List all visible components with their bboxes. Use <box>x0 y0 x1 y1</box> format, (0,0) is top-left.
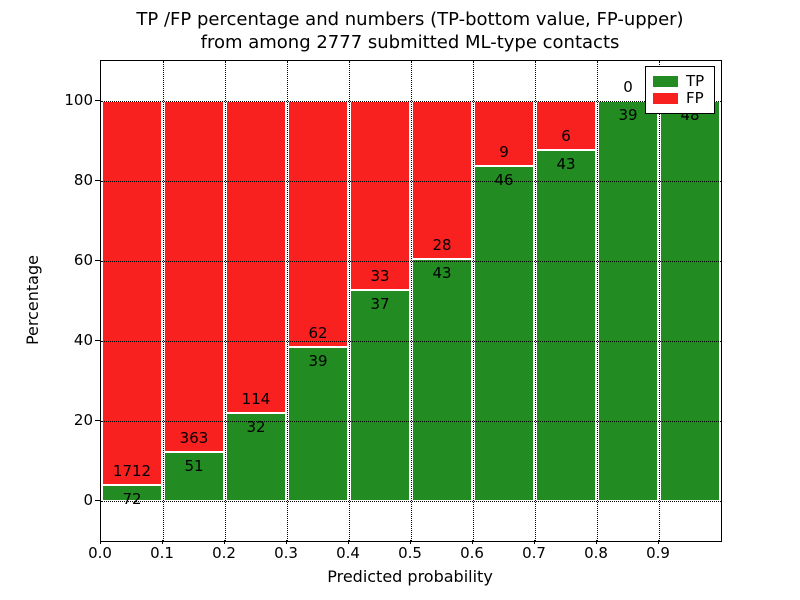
bar-segment-tp <box>598 101 658 501</box>
bar-label-fp: 114 <box>241 390 271 409</box>
bar-label-tp: 37 <box>370 294 390 313</box>
x-tick-mark <box>100 540 101 544</box>
bar-segment-tp <box>226 413 286 501</box>
x-tick-label: 0.4 <box>336 544 360 562</box>
gridline-vertical <box>163 61 164 541</box>
y-axis-label: Percentage <box>23 255 42 346</box>
bar-label-fp: 6 <box>561 126 571 145</box>
x-tick-label: 0.7 <box>522 544 546 562</box>
x-tick-mark <box>286 540 287 544</box>
legend-item: FP <box>653 90 707 107</box>
plot-area: 1712723635111432623933372843946643039048 <box>100 60 722 542</box>
bar-label-fp: 1712 <box>112 461 152 480</box>
chart-title-line1: TP /FP percentage and numbers (TP-bottom… <box>136 9 684 30</box>
y-tick-mark <box>95 420 100 421</box>
bar-segment-fp <box>102 101 162 485</box>
y-tick-label: 40 <box>73 331 93 349</box>
legend: TP FP <box>645 66 715 114</box>
x-tick-label: 0.9 <box>646 544 670 562</box>
y-tick-label: 20 <box>73 411 93 429</box>
x-tick-mark <box>224 540 225 544</box>
bar-segment-tp <box>102 484 162 501</box>
y-tick-mark <box>95 260 100 261</box>
bar-label-tp: 39 <box>618 106 638 124</box>
x-tick-mark <box>410 540 411 544</box>
bar-label-fp: 62 <box>308 323 328 342</box>
x-tick-label: 0.6 <box>460 544 484 562</box>
x-tick-label: 0.2 <box>212 544 236 562</box>
bar-segment-tp <box>660 101 720 501</box>
x-tick-label: 0.0 <box>88 544 112 562</box>
legend-color-swatch-fp <box>653 93 678 104</box>
x-tick-label: 0.1 <box>150 544 174 562</box>
gridline-vertical <box>411 61 412 541</box>
x-tick-mark <box>534 540 535 544</box>
chart-title: TP /FP percentage and numbers (TP-bottom… <box>100 8 720 54</box>
gridline-vertical <box>597 61 598 541</box>
bar-segment-fp <box>412 101 472 259</box>
legend-item: TP <box>653 73 707 90</box>
gridline-vertical <box>473 61 474 541</box>
bar-label-tp: 43 <box>432 263 452 282</box>
x-tick-mark <box>596 540 597 544</box>
y-tick-label: 80 <box>73 171 93 189</box>
bar-label-fp: 28 <box>432 235 452 254</box>
bar-segment-fp <box>536 101 596 150</box>
x-tick-label: 0.5 <box>398 544 422 562</box>
bar-segment-tp <box>288 346 348 501</box>
gridline-vertical <box>287 61 288 541</box>
gridline-vertical <box>535 61 536 541</box>
x-tick-label: 0.8 <box>584 544 608 562</box>
chart-title-line2: from among 2777 submitted ML-type contac… <box>200 32 620 53</box>
bar-segment-tp <box>412 258 472 501</box>
legend-label: FP <box>686 89 704 107</box>
legend-label: TP <box>686 72 705 90</box>
x-tick-mark <box>658 540 659 544</box>
x-tick-label: 0.3 <box>274 544 298 562</box>
bar-label-tp: 39 <box>308 351 328 370</box>
bar-segment-fp <box>164 101 224 452</box>
bar-label-fp: 0 <box>623 78 633 96</box>
bar-label-fp: 33 <box>370 266 390 285</box>
bar-segment-tp <box>164 451 224 501</box>
x-tick-mark <box>348 540 349 544</box>
bar-label-tp: 72 <box>122 489 142 508</box>
x-tick-mark <box>472 540 473 544</box>
bar-segment-fp <box>226 101 286 414</box>
y-tick-mark <box>95 180 100 181</box>
bar-label-tp: 46 <box>494 171 514 190</box>
y-tick-label: 100 <box>64 91 93 109</box>
legend-color-swatch-tp <box>653 76 678 87</box>
bar-label-tp: 51 <box>184 456 204 475</box>
y-tick-mark <box>95 340 100 341</box>
y-tick-label: 60 <box>73 251 93 269</box>
bar-segment-fp <box>350 101 410 290</box>
y-tick-label: 0 <box>83 491 93 509</box>
gridline-vertical <box>659 61 660 541</box>
bar-label-tp: 43 <box>556 154 576 173</box>
bar-segment-tp <box>350 289 410 501</box>
gridline-vertical <box>225 61 226 541</box>
y-tick-mark <box>95 100 100 101</box>
gridline-vertical <box>349 61 350 541</box>
bar-label-tp: 32 <box>246 418 266 437</box>
y-tick-mark <box>95 500 100 501</box>
x-tick-mark <box>162 540 163 544</box>
bar-segment-tp <box>474 166 534 501</box>
bar-segment-fp <box>288 101 348 347</box>
x-axis-label: Predicted probability <box>327 567 493 586</box>
bar-segment-fp <box>474 101 534 167</box>
bar-label-fp: 9 <box>499 143 509 162</box>
bar-segment-tp <box>536 149 596 501</box>
bar-label-fp: 363 <box>179 428 209 447</box>
